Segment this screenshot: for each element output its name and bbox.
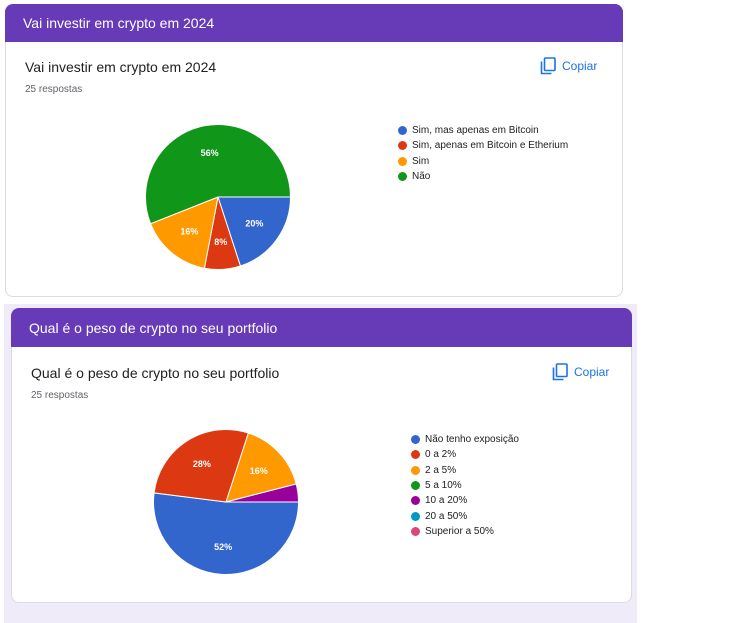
legend-label: Sim, apenas em Bitcoin e Etherium bbox=[412, 140, 569, 152]
slice-data-label: 28% bbox=[193, 459, 211, 469]
legend-item: 20 a 50% bbox=[411, 508, 519, 523]
section-header-title: Vai investir em crypto em 2024 bbox=[23, 15, 215, 31]
legend-item: Sim, mas apenas em Bitcoin bbox=[398, 123, 568, 138]
legend-label: Não tenho exposição bbox=[425, 434, 519, 446]
slice-data-label: 16% bbox=[180, 227, 198, 237]
legend-item: 5 a 10% bbox=[411, 478, 519, 493]
slice-data-label: 8% bbox=[214, 237, 227, 247]
legend-label: Sim bbox=[412, 155, 430, 167]
slice-data-label: 16% bbox=[250, 466, 268, 476]
section-header-title: Qual é o peso de crypto no seu portfolio bbox=[29, 319, 278, 336]
question-block-1: Vai investir em crypto em 2024 Vai inves… bbox=[0, 0, 631, 301]
legend-swatch bbox=[398, 141, 407, 151]
legend-item: Não bbox=[398, 169, 568, 184]
copy-icon bbox=[540, 57, 556, 75]
legend-swatch bbox=[411, 526, 420, 536]
chart-legend: Não tenho exposição 0 a 2% 2 a 5% 5 a 10% 10… bbox=[411, 432, 519, 539]
section-header: Vai investir em crypto em 2024 bbox=[5, 4, 623, 42]
legend-label: 5 a 10% bbox=[425, 480, 462, 492]
legend-item: 2 a 5% bbox=[411, 463, 519, 478]
legend-label: Sim, mas apenas em Bitcoin bbox=[412, 125, 539, 137]
legend-item: Superior a 50% bbox=[411, 524, 519, 539]
legend-item: 0 a 2% bbox=[411, 447, 519, 462]
legend-label: Superior a 50% bbox=[425, 525, 494, 537]
pie-slice bbox=[153, 492, 300, 575]
legend-swatch bbox=[398, 172, 407, 182]
copy-icon bbox=[552, 363, 568, 381]
slice-data-label: 52% bbox=[214, 542, 232, 552]
legend-item: Sim bbox=[398, 154, 568, 169]
response-count: 25 respostas bbox=[31, 390, 89, 401]
copy-button-label: Copiar bbox=[562, 59, 598, 73]
legend-item: 10 a 20% bbox=[411, 493, 519, 508]
legend-swatch bbox=[398, 126, 407, 136]
legend-swatch bbox=[411, 511, 420, 521]
pie-slice bbox=[153, 429, 250, 503]
question-card: Vai investir em crypto em 2024 25 respos… bbox=[5, 42, 623, 297]
legend-label: 10 a 20% bbox=[425, 495, 468, 507]
question-card: Qual é o peso de crypto no seu portfolio… bbox=[11, 347, 632, 603]
copy-chart-button[interactable]: Copiar bbox=[552, 363, 609, 381]
pie-chart: 20% 8% 16% 56% bbox=[145, 124, 292, 270]
legend-label: Não bbox=[412, 171, 431, 183]
question-block-2: Qual é o peso de crypto no seu portfolio… bbox=[4, 304, 637, 623]
question-title: Qual é o peso de crypto no seu portfolio bbox=[31, 365, 280, 381]
legend-label: 20 a 50% bbox=[425, 510, 468, 522]
response-count: 25 respostas bbox=[25, 84, 83, 95]
pie-chart: 52% 28% 16% bbox=[153, 429, 300, 575]
legend-swatch bbox=[411, 465, 420, 475]
legend-label: 0 a 2% bbox=[425, 449, 457, 461]
legend-label: 2 a 5% bbox=[425, 464, 457, 476]
pie-slice bbox=[145, 124, 292, 225]
legend-swatch bbox=[411, 450, 420, 460]
chart-legend: Sim, mas apenas em Bitcoin Sim, apenas em… bbox=[398, 123, 568, 184]
legend-item: Sim, apenas em Bitcoin e Etherium bbox=[398, 138, 568, 153]
legend-item: Não tenho exposição bbox=[411, 432, 519, 447]
pie-slice bbox=[149, 196, 219, 269]
pie-slice bbox=[225, 483, 300, 503]
legend-swatch bbox=[411, 496, 420, 506]
copy-chart-button[interactable]: Copiar bbox=[540, 57, 597, 75]
pie-slice bbox=[217, 196, 292, 267]
slice-data-label: 56% bbox=[201, 148, 219, 158]
legend-swatch bbox=[398, 156, 407, 166]
copy-button-label: Copiar bbox=[574, 365, 610, 379]
question-title: Vai investir em crypto em 2024 bbox=[25, 59, 217, 75]
pie-slice bbox=[225, 432, 297, 503]
legend-swatch bbox=[411, 481, 420, 491]
section-header: Qual é o peso de crypto no seu portfolio bbox=[11, 308, 632, 347]
legend-swatch bbox=[411, 435, 420, 445]
slice-data-label: 20% bbox=[245, 218, 263, 228]
